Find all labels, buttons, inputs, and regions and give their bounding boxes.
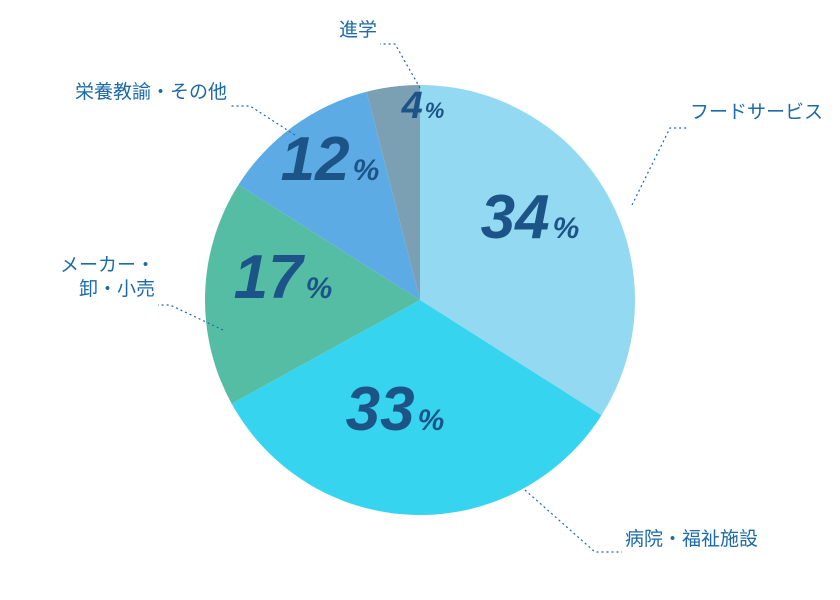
slice-label-0: フードサービス bbox=[690, 101, 823, 123]
slice-label-3: 栄養教諭・その他 bbox=[75, 81, 227, 103]
slice-label-1: 病院・福祉施設 bbox=[625, 528, 758, 550]
pie-chart: 34%33%17%12%4%フードサービス病院・福祉施設メーカー・卸・小売栄養教… bbox=[0, 0, 840, 600]
slice-label-4: 進学 bbox=[339, 19, 377, 41]
